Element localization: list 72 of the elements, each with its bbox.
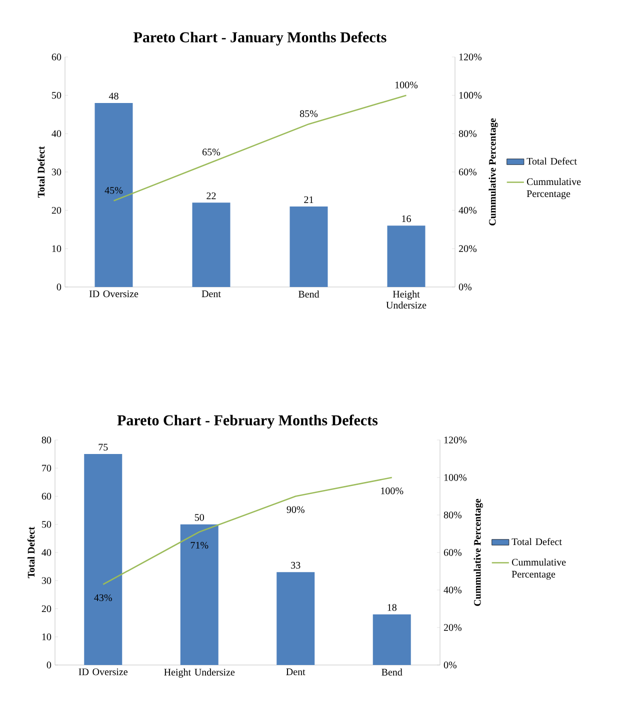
data-label: 43% (94, 594, 112, 602)
x-tick-label: Dent (286, 668, 306, 676)
data-label: 90% (286, 506, 304, 514)
legend-label: Cummulative Percentage (526, 178, 581, 200)
y-tick-label: 50 (52, 92, 62, 99)
y2-tick-label: 120% (459, 54, 482, 60)
y2-tick-label: 100% (459, 92, 482, 99)
y2-axis-title: Cummulative Percentage (488, 118, 498, 226)
x-tick-label: Height Undersize (164, 668, 235, 678)
y2-tick-label: 20% (458, 245, 477, 252)
data-label: 65% (202, 148, 220, 156)
x-tick-label: Dent (202, 290, 221, 298)
bar (372, 614, 411, 665)
legend-label: Cummulative Percentage (512, 558, 566, 580)
data-label: 21 (304, 196, 314, 203)
x-tick-label: Bend (382, 668, 402, 676)
bar (180, 524, 218, 665)
y-tick-label: 10 (42, 634, 52, 640)
y2-tick-label: 0% (444, 662, 457, 668)
y-tick-label: 20 (42, 605, 52, 612)
y-tick-label: 30 (52, 168, 62, 176)
data-label: 45% (104, 186, 123, 194)
y-axis-title: Total Defect (27, 526, 35, 578)
y2-tick-label: 20% (444, 624, 462, 631)
y-tick-label: 20 (52, 206, 62, 214)
y-tick-label: 30 (42, 577, 52, 584)
data-label: 100% (381, 487, 404, 494)
y-tick-label: 40 (52, 130, 62, 138)
legend-label: Total Defect (512, 538, 562, 546)
chart-title: Pareto Chart - February Months Defects (117, 414, 378, 428)
data-label: 50 (194, 514, 204, 521)
y-tick-label: 40 (42, 549, 52, 556)
y2-tick-label: 40% (444, 586, 462, 594)
x-tick-label: ID Oversize (89, 290, 138, 298)
x-tick-label: ID Oversize (78, 668, 128, 676)
data-label: 22 (206, 192, 216, 200)
bar (94, 102, 133, 287)
y2-tick-label: 80% (458, 130, 477, 138)
y2-tick-label: 80% (444, 512, 462, 518)
bar (290, 206, 328, 287)
y-tick-label: 80 (42, 436, 52, 444)
y2-tick-label: 0% (458, 284, 472, 290)
y2-axis-title: Cummulative Percentage (474, 498, 483, 606)
data-label: 48 (108, 92, 118, 100)
y-tick-label: 0 (46, 662, 52, 668)
data-label: 18 (388, 604, 396, 611)
y-axis-title: Total Defect (37, 146, 45, 198)
data-label: 33 (291, 562, 300, 569)
data-label: 16 (402, 215, 411, 222)
x-tick-label: Height Undersize (386, 290, 426, 309)
data-label: 85% (300, 110, 318, 118)
data-label: 75 (98, 444, 108, 451)
bar (387, 226, 426, 287)
chart-title: Pareto Chart - January Months Defects (134, 32, 386, 46)
y-tick-label: 60 (52, 54, 62, 60)
bar (84, 454, 122, 665)
y-tick-label: 10 (52, 245, 62, 252)
data-label: 100% (395, 82, 418, 88)
y2-tick-label: 100% (444, 474, 467, 481)
y-tick-label: 0 (56, 284, 62, 290)
y-tick-label: 60 (42, 492, 52, 500)
bar (192, 202, 230, 287)
y2-tick-label: 60% (458, 168, 477, 176)
y-tick-label: 50 (42, 520, 52, 528)
y2-tick-label: 120% (444, 436, 467, 444)
y-tick-label: 70 (42, 464, 52, 472)
data-label: 71% (190, 542, 208, 549)
y2-tick-label: 60% (444, 549, 462, 556)
y2-tick-label: 40% (458, 206, 477, 214)
legend-label: Total Defect (526, 158, 577, 165)
bar (276, 572, 315, 665)
x-tick-label: Bend (298, 290, 320, 298)
